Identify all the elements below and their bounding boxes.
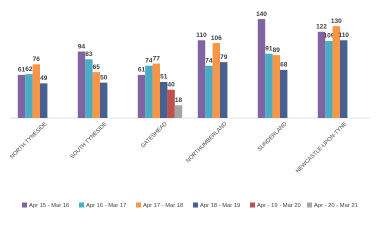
data-label: 83	[85, 51, 93, 58]
x-tick-label: SUNDERLAND	[257, 121, 288, 152]
data-label: 74	[205, 57, 213, 64]
bar	[77, 51, 86, 118]
data-label: 122	[316, 24, 327, 31]
x-tick-label: NORTH TYNESIDE	[9, 121, 48, 160]
bar	[325, 40, 333, 119]
data-label: 91	[265, 45, 273, 52]
x-tick-label: NEWCASTLE-UPON-TYNE	[295, 121, 349, 175]
data-label: 77	[153, 55, 161, 62]
bar	[174, 105, 183, 118]
bar	[280, 69, 288, 118]
data-label: 74	[145, 57, 153, 64]
legend-label: Apr 15 - Mar 16	[29, 203, 69, 209]
data-label: 61	[18, 67, 26, 74]
data-label: 62	[25, 66, 33, 73]
legend-label: Apr 18 - Mar 19	[200, 203, 240, 209]
x-tick-label: GATESHEAD	[140, 121, 168, 149]
data-label: 140	[256, 11, 267, 18]
bar	[205, 65, 213, 118]
bar	[340, 40, 348, 119]
data-label: 110	[338, 32, 349, 39]
data-label: 106	[211, 35, 222, 42]
data-label: 68	[280, 62, 288, 69]
x-tick-label: SOUTH TYNESIDE	[70, 121, 109, 160]
bar	[197, 40, 206, 119]
legend-swatch	[307, 202, 312, 208]
bar	[257, 19, 266, 118]
bar	[212, 43, 220, 118]
data-label: 76	[33, 56, 41, 63]
legend-label: Apr 17 - Mar 18	[143, 203, 183, 209]
legend-label: Apr - 19 - Mar 20	[257, 203, 301, 209]
bar	[92, 72, 100, 118]
data-label: 61	[138, 67, 146, 74]
bar	[265, 53, 273, 119]
bar	[220, 62, 228, 118]
legend-swatch	[193, 202, 198, 208]
data-label: 79	[220, 54, 228, 61]
bar	[332, 26, 340, 119]
bar	[17, 74, 26, 118]
data-label: 18	[175, 97, 183, 104]
legend-swatch	[22, 202, 27, 208]
bar	[152, 63, 160, 118]
bar	[272, 55, 280, 118]
bar	[32, 64, 40, 118]
legend-swatch	[136, 202, 141, 208]
data-label: 65	[93, 64, 101, 71]
data-label: 50	[100, 74, 108, 81]
bar	[25, 74, 33, 118]
data-label: 94	[78, 43, 86, 50]
data-label: 49	[40, 75, 48, 82]
x-tick-label: NORTHUMBERLAND	[185, 121, 228, 164]
data-label: 110	[196, 32, 207, 39]
data-label: 51	[160, 74, 168, 81]
bar	[40, 83, 48, 118]
data-label: 40	[167, 81, 175, 88]
data-label: 130	[331, 18, 342, 25]
bar	[167, 89, 175, 118]
bar	[137, 74, 146, 118]
legend-swatch	[250, 202, 255, 208]
data-label: 89	[273, 47, 281, 54]
bar	[145, 65, 153, 118]
bar	[317, 31, 326, 118]
bar	[85, 59, 93, 118]
legend-swatch	[79, 202, 84, 208]
legend-label: Apr - 20 - Mar 21	[314, 203, 358, 209]
data-label: 109	[323, 33, 334, 40]
bar	[160, 81, 168, 118]
legend-label: Apr 16 - Mar 17	[86, 203, 126, 209]
bar	[100, 82, 108, 118]
